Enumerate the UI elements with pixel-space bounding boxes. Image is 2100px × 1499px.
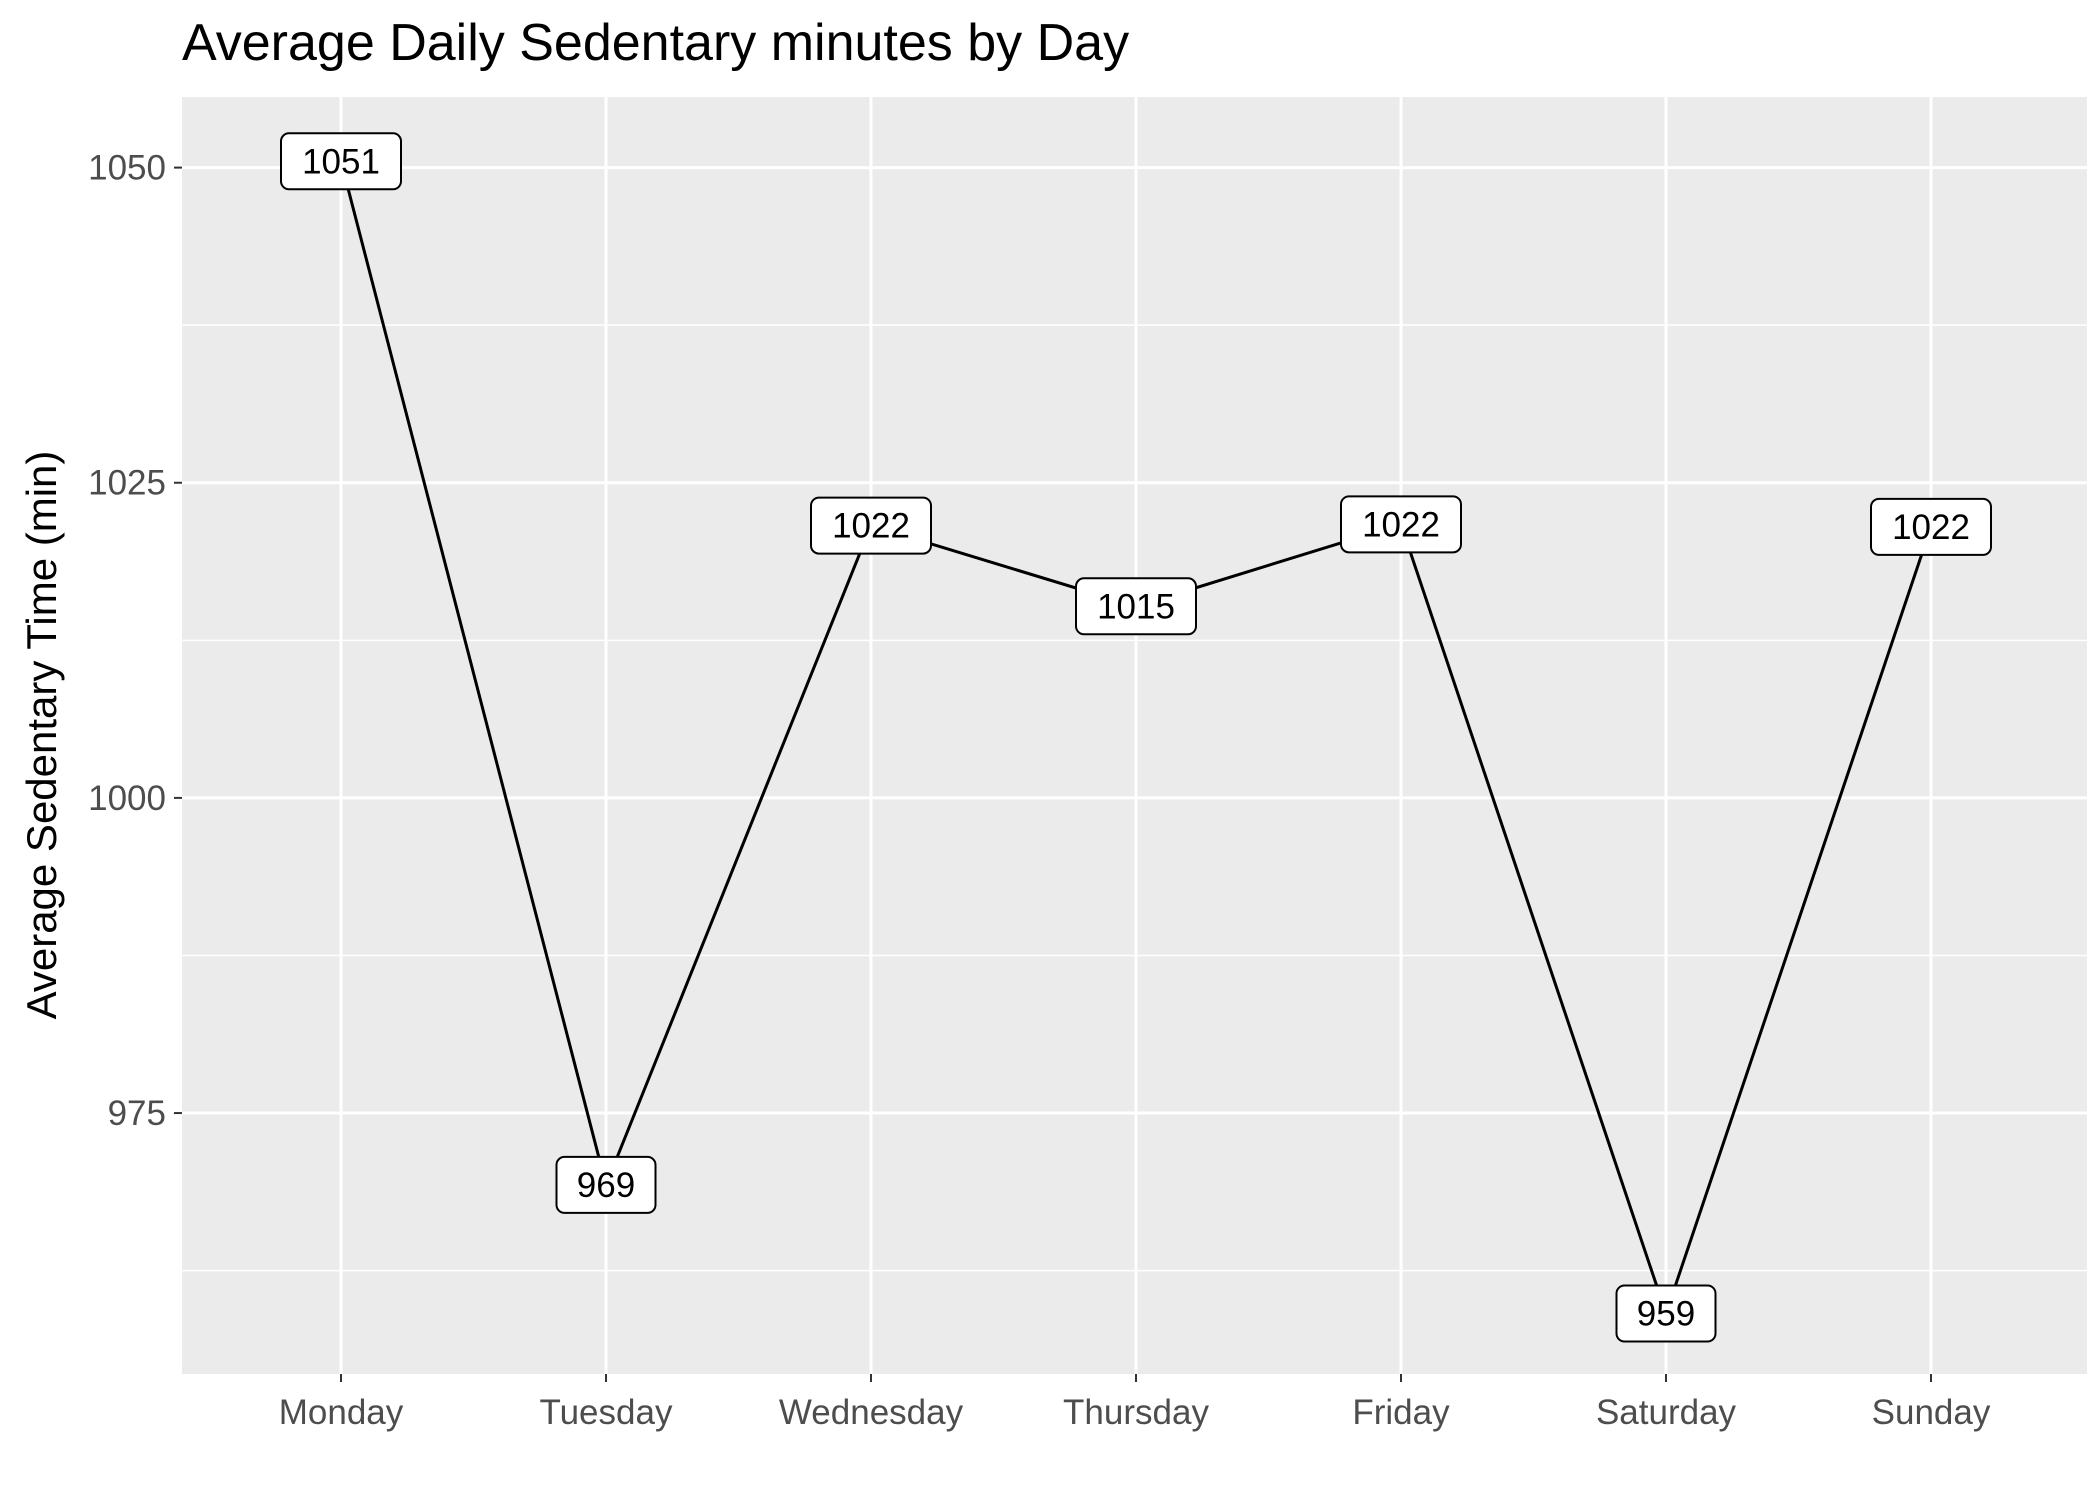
data-label-box <box>1615 1284 1717 1343</box>
y-tick-label: 1000 <box>88 779 166 818</box>
series-line-segment <box>339 160 608 1186</box>
data-label-box <box>1340 495 1462 554</box>
data-label-text: 1015 <box>1097 587 1175 626</box>
data-label-text: 969 <box>577 1166 635 1205</box>
data-label: 959 <box>1615 1284 1717 1343</box>
y-tick-label: 1050 <box>88 149 166 188</box>
x-tick-label: Wednesday <box>779 1393 964 1432</box>
x-tick-label: Sunday <box>1872 1393 1991 1432</box>
data-label-text: 1022 <box>1892 508 1970 547</box>
data-label-layer: 1051 969 1022 1015 1022 959 1022 <box>280 132 1992 1343</box>
data-label-text: 1022 <box>1362 505 1440 544</box>
series-line-segment <box>1664 526 1933 1314</box>
y-tick-label: 975 <box>108 1094 166 1133</box>
tick-layer: 975 1000 1025 1050 Monday Tuesday Wednesday Thu… <box>88 149 1991 1432</box>
data-label: 1015 <box>1075 577 1197 636</box>
x-tick-label: Saturday <box>1596 1393 1737 1432</box>
x-tick-label: Thursday <box>1063 1393 1209 1432</box>
data-label-box <box>810 496 932 555</box>
data-label-text: 959 <box>1637 1294 1695 1333</box>
data-label: 1022 <box>810 496 932 555</box>
series-line-segment <box>1399 523 1668 1314</box>
data-label: 969 <box>555 1155 657 1214</box>
data-label-box <box>555 1155 657 1214</box>
data-label-box <box>1870 497 1992 556</box>
data-label-text: 1022 <box>832 507 910 546</box>
chart-title: Average Daily Sedentary minutes by Day <box>182 14 1129 72</box>
data-label: 1051 <box>280 132 402 191</box>
y-axis-label: Average Sedentary Time (min) <box>18 451 65 1020</box>
data-label: 1022 <box>1870 497 1992 556</box>
data-label-text: 1051 <box>302 142 380 181</box>
x-tick-label: Tuesday <box>540 1393 673 1432</box>
series-line-segment <box>604 525 873 1186</box>
x-tick-label: Friday <box>1352 1393 1450 1432</box>
data-label-box <box>1075 577 1197 636</box>
y-tick-label: 1025 <box>88 464 166 503</box>
data-label: 1022 <box>1340 495 1462 554</box>
x-tick-label: Monday <box>279 1393 404 1432</box>
data-label-box <box>280 132 402 191</box>
